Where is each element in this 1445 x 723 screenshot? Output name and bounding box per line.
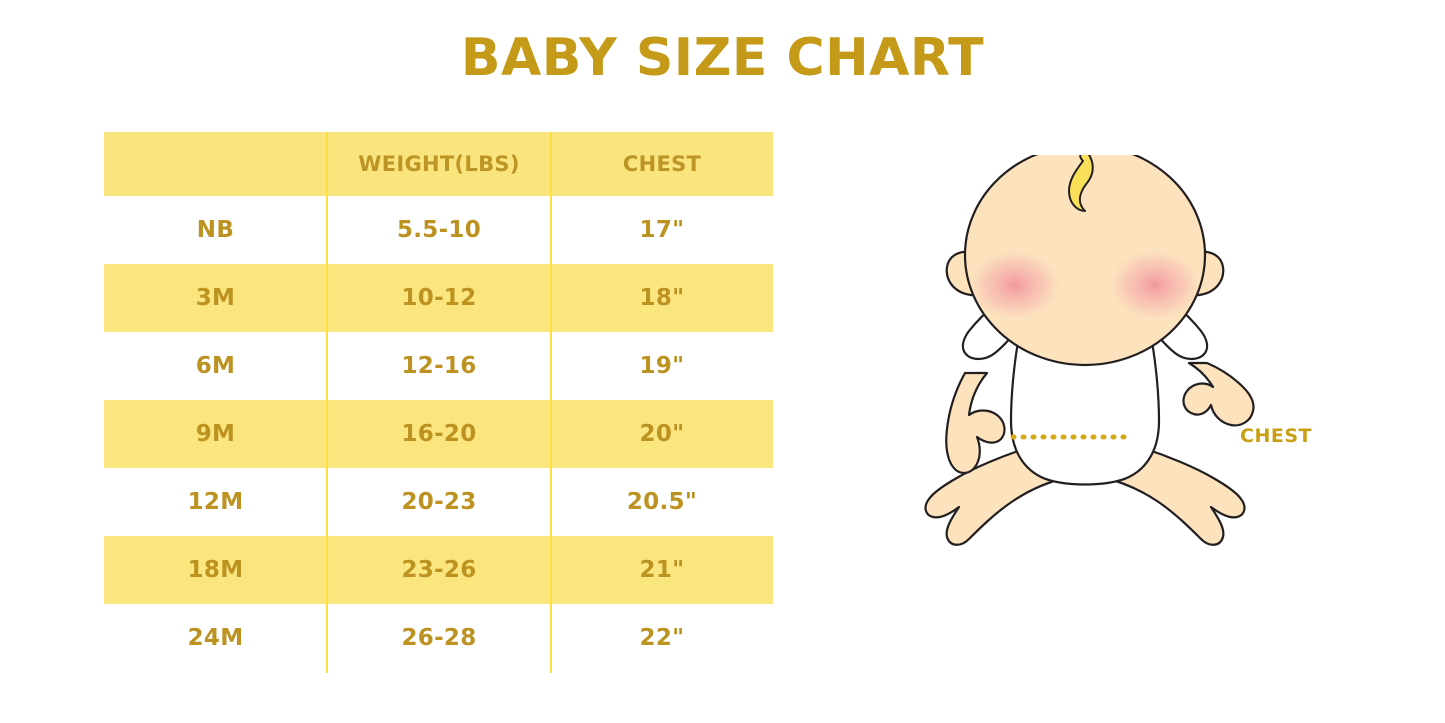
- table-row: 24M 26-28 22": [104, 604, 773, 672]
- table-row: 6M 12-16 19": [104, 332, 773, 400]
- table-row: 3M 10-12 18": [104, 264, 773, 332]
- header-cell-weight: WEIGHT(LBS): [358, 152, 520, 176]
- cell-size: 3M: [195, 285, 236, 311]
- cell-size: 24M: [187, 625, 244, 651]
- table-row: NB 5.5-10 17": [104, 196, 773, 264]
- table-column-divider-1: [326, 132, 328, 673]
- table-row: 18M 23-26 21": [104, 536, 773, 604]
- header-cell-chest: CHEST: [622, 152, 702, 176]
- cell-chest: 18": [639, 285, 685, 311]
- cell-weight: 5.5-10: [396, 217, 482, 243]
- cell-size: 12M: [187, 489, 244, 515]
- cell-size: NB: [196, 217, 235, 243]
- cell-chest: 22": [639, 625, 685, 651]
- table-header-row: WEIGHT(LBS) CHEST: [104, 132, 773, 196]
- cell-chest: 21": [639, 557, 685, 583]
- baby-arm-left: [945, 371, 1006, 475]
- cell-chest: 17": [639, 217, 685, 243]
- table-column-divider-2: [550, 132, 552, 673]
- cell-weight: 16-20: [401, 421, 477, 447]
- page-title: BABY SIZE CHART: [460, 28, 985, 88]
- cell-weight: 12-16: [401, 353, 477, 379]
- cell-weight: 10-12: [401, 285, 477, 311]
- size-chart-table: WEIGHT(LBS) CHEST NB 5.5-10 17" 3M 10-12…: [104, 132, 773, 672]
- baby-hair-curl: [1068, 148, 1094, 212]
- table-row: 12M 20-23 20.5": [104, 468, 773, 536]
- cell-size: 6M: [195, 353, 236, 379]
- cell-weight: 26-28: [401, 625, 477, 651]
- cell-chest: 19": [639, 353, 685, 379]
- cell-chest: 20.5": [626, 489, 698, 515]
- baby-arm-right: [1182, 361, 1255, 427]
- table-row: 9M 16-20 20": [104, 400, 773, 468]
- cell-chest: 20": [639, 421, 685, 447]
- cell-size: 9M: [195, 421, 236, 447]
- cell-weight: 20-23: [401, 489, 477, 515]
- cell-size: 18M: [187, 557, 244, 583]
- cell-weight: 23-26: [401, 557, 477, 583]
- chest-measure-label: CHEST: [1240, 425, 1312, 447]
- baby-cheeks: [971, 251, 1199, 319]
- baby-illustration: [855, 143, 1315, 605]
